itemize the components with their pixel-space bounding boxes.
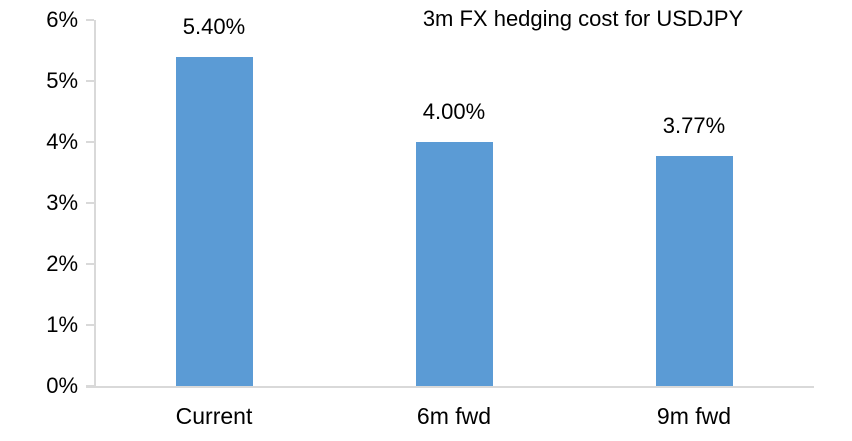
x-axis-line <box>86 386 814 388</box>
y-tick-label: 6% <box>46 7 78 32</box>
category-label: 9m fwd <box>656 403 732 429</box>
y-tick-mark <box>86 263 94 265</box>
bar <box>415 142 493 386</box>
y-tick-mark <box>86 19 94 21</box>
chart-title: 3m FX hedging cost for USDJPY <box>422 6 744 31</box>
y-tick-mark <box>86 141 94 143</box>
y-tick-label: 5% <box>46 68 78 93</box>
bar <box>655 156 733 386</box>
y-tick-label: 4% <box>46 129 78 154</box>
bar-value-label: 4.00% <box>422 99 486 124</box>
bar-value-label: 3.77% <box>662 113 726 139</box>
y-tick-label: 3% <box>46 190 78 215</box>
y-tick-label: 2% <box>46 251 78 276</box>
y-tick-mark <box>86 80 94 82</box>
y-axis-line <box>94 20 96 388</box>
y-tick-mark <box>86 202 94 204</box>
bar-value-label: 5.40% <box>182 13 246 39</box>
y-tick-mark <box>86 324 94 326</box>
category-label: Current <box>175 403 253 429</box>
y-tick-label: 1% <box>46 312 78 337</box>
category-label: 6m fwd <box>416 403 492 429</box>
y-tick-mark <box>86 385 94 387</box>
y-tick-label: 0% <box>46 373 78 398</box>
bar <box>175 56 253 386</box>
